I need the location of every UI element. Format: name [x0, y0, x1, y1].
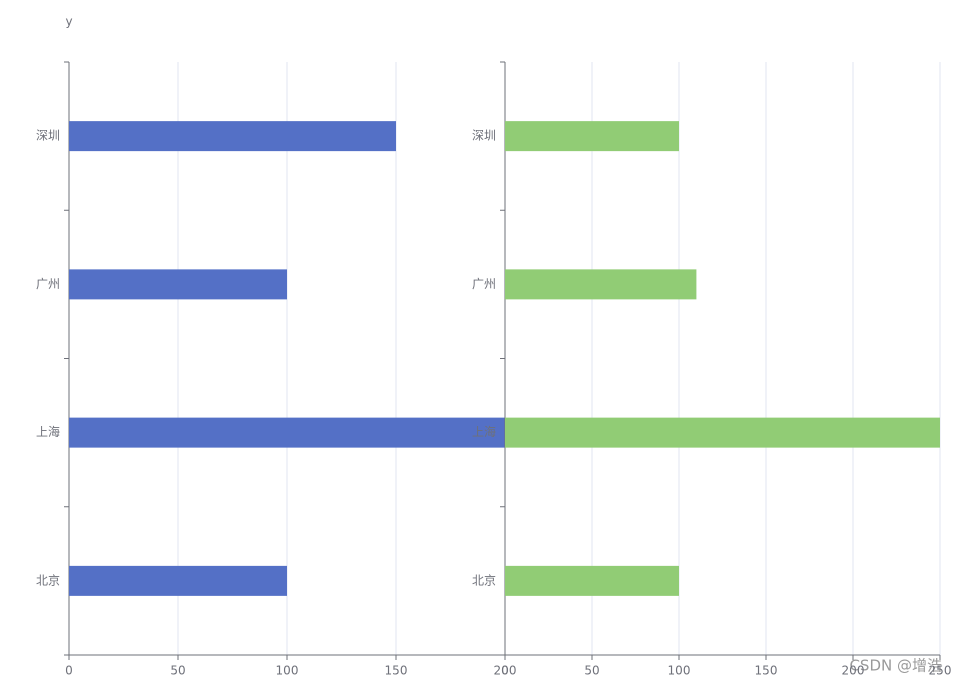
axis-name: y	[65, 15, 72, 29]
bar	[69, 121, 396, 152]
y-tick-label: 上海	[36, 424, 60, 439]
bar	[505, 417, 940, 448]
x-tick-label: 0	[501, 664, 509, 678]
bar	[69, 269, 287, 300]
x-tick-label: 0	[65, 664, 73, 678]
y-tick-label: 上海	[472, 424, 496, 439]
watermark: CSDN @增浩	[849, 657, 942, 675]
x-tick-label: 100	[276, 664, 299, 678]
y-tick-label: 广州	[472, 277, 496, 291]
y-tick-label: 深圳	[36, 129, 60, 143]
x-tick-label: 100	[668, 664, 691, 678]
y-tick-label: 深圳	[472, 129, 496, 143]
y-tick-label: 北京	[36, 573, 60, 587]
x-tick-label: 50	[584, 664, 599, 678]
x-tick-label: 250	[929, 664, 952, 678]
x-tick-label: 50	[170, 664, 185, 678]
bar	[505, 121, 679, 152]
x-tick-label: 150	[755, 664, 778, 678]
y-tick-label: 北京	[472, 573, 496, 587]
x-tick-label: 150	[385, 664, 408, 678]
y-tick-label: 广州	[36, 277, 60, 291]
bar	[69, 417, 505, 448]
bar	[69, 565, 287, 596]
bar	[505, 565, 679, 596]
x-tick-label: 200	[494, 664, 517, 678]
bar	[505, 269, 697, 300]
x-tick-label: 200	[842, 664, 865, 678]
